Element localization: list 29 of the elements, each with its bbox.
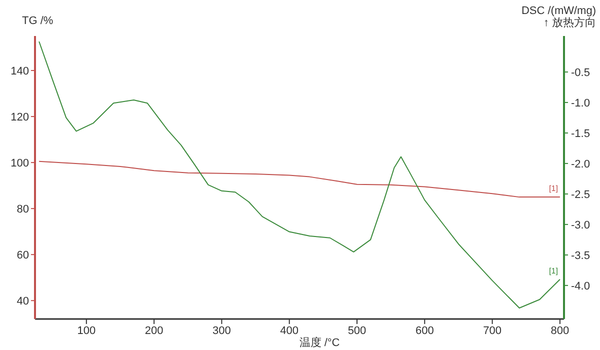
y2-tick-label: -1.5: [571, 128, 590, 140]
line-series: [38, 40, 560, 309]
y2-tick-label: -4.0: [571, 280, 590, 292]
y2-tick-label: -2.5: [571, 188, 590, 201]
y-tick-label: 40: [16, 296, 29, 308]
y-tick-label: 140: [10, 66, 29, 78]
x-tick-label: 700: [483, 325, 502, 337]
y2-tick-label: -0.5: [571, 66, 590, 79]
x-tick-label: 500: [348, 325, 366, 337]
y2-tick-label: -3.5: [571, 250, 590, 262]
y-tick-label: 120: [10, 112, 29, 124]
annotation: [1]: [549, 266, 558, 276]
y-tick-label: 60: [16, 250, 29, 262]
line-series: [38, 160, 560, 198]
x-axis-title: 温度 /°C: [299, 336, 340, 349]
y2-tick-label: -3.0: [571, 219, 590, 232]
annotation: [1]: [549, 184, 558, 194]
x-tick-label: 600: [415, 325, 434, 337]
x-tick-label: 200: [144, 325, 164, 337]
y-axis-title: TG /%: [22, 15, 54, 27]
x-tick-label: 400: [280, 325, 299, 337]
y2-tick-label: -2.0: [571, 158, 590, 170]
y-tick-label: 100: [10, 158, 29, 170]
x-tick-label: 300: [212, 325, 231, 337]
y-tick-label: 80: [16, 204, 29, 216]
y2-tick-label: -1.0: [571, 97, 590, 110]
y2-axis-title: DSC /(mW/mg) ↑ 放热方向: [521, 5, 596, 29]
x-tick-label: 800: [550, 325, 570, 337]
x-tick-label: 100: [77, 325, 96, 337]
